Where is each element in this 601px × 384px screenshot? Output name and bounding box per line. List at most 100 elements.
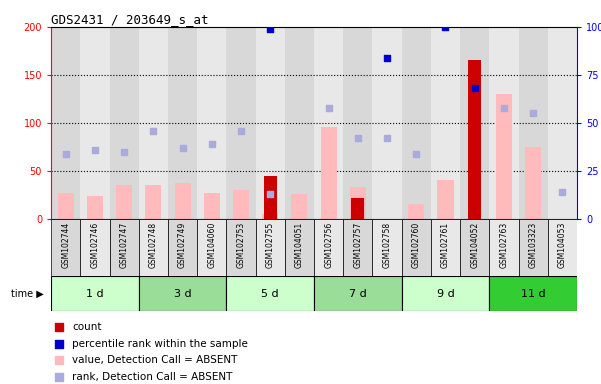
Bar	[343, 27, 373, 219]
Point	[90, 147, 100, 153]
Point	[266, 191, 275, 197]
Bar	[174, 184, 191, 219]
Text: percentile rank within the sample: percentile rank within the sample	[72, 339, 248, 349]
Bar	[81, 27, 109, 219]
Text: 7 d: 7 d	[349, 289, 367, 299]
Bar	[320, 127, 337, 219]
Point	[528, 110, 538, 116]
Text: count: count	[72, 322, 102, 332]
Bar	[401, 27, 431, 219]
FancyBboxPatch shape	[343, 219, 373, 276]
Bar	[489, 27, 519, 219]
Text: GSM102746: GSM102746	[90, 222, 99, 268]
Bar	[227, 27, 255, 219]
FancyBboxPatch shape	[314, 219, 343, 276]
Text: GSM102755: GSM102755	[266, 222, 275, 268]
Point	[382, 55, 392, 61]
Bar	[408, 204, 424, 219]
FancyBboxPatch shape	[489, 219, 519, 276]
FancyBboxPatch shape	[314, 276, 401, 311]
Text: GSM104060: GSM104060	[207, 222, 216, 268]
Bar	[87, 196, 103, 219]
Bar	[314, 27, 343, 219]
Text: GSM102749: GSM102749	[178, 222, 187, 268]
FancyBboxPatch shape	[51, 276, 139, 311]
FancyBboxPatch shape	[548, 219, 577, 276]
Bar	[468, 61, 481, 219]
Bar	[460, 27, 489, 219]
Bar	[438, 180, 454, 219]
FancyBboxPatch shape	[168, 219, 197, 276]
Text: GSM103323: GSM103323	[529, 222, 538, 268]
Text: 5 d: 5 d	[261, 289, 279, 299]
FancyBboxPatch shape	[519, 219, 548, 276]
FancyBboxPatch shape	[255, 219, 285, 276]
FancyBboxPatch shape	[139, 276, 227, 311]
Point	[236, 127, 246, 134]
Bar	[204, 193, 220, 219]
Bar	[519, 27, 548, 219]
FancyBboxPatch shape	[139, 219, 168, 276]
Point	[266, 26, 275, 32]
Text: rank, Detection Call = ABSENT: rank, Detection Call = ABSENT	[72, 372, 233, 382]
Bar	[116, 185, 132, 219]
Point	[382, 135, 392, 141]
Point	[381, 283, 391, 290]
Bar	[548, 27, 577, 219]
Bar	[197, 27, 227, 219]
Point	[499, 104, 508, 111]
Bar	[51, 27, 81, 219]
Text: 3 d: 3 d	[174, 289, 191, 299]
Point	[178, 145, 188, 151]
Point	[148, 127, 158, 134]
FancyBboxPatch shape	[431, 219, 460, 276]
FancyBboxPatch shape	[109, 219, 139, 276]
Text: GSM102763: GSM102763	[499, 222, 508, 268]
Text: GSM102757: GSM102757	[353, 222, 362, 268]
FancyBboxPatch shape	[81, 219, 109, 276]
Text: 9 d: 9 d	[436, 289, 454, 299]
Text: GSM102744: GSM102744	[61, 222, 70, 268]
Bar	[168, 27, 197, 219]
Text: GSM102760: GSM102760	[412, 222, 421, 268]
Point	[441, 24, 450, 30]
Bar	[233, 190, 249, 219]
Text: GSM102761: GSM102761	[441, 222, 450, 268]
FancyBboxPatch shape	[51, 219, 81, 276]
Text: GDS2431 / 203649_s_at: GDS2431 / 203649_s_at	[51, 13, 209, 26]
Bar	[139, 27, 168, 219]
Bar	[525, 147, 541, 219]
FancyBboxPatch shape	[227, 219, 255, 276]
Bar	[145, 185, 162, 219]
Text: GSM104052: GSM104052	[470, 222, 479, 268]
Text: GSM102753: GSM102753	[236, 222, 245, 268]
Text: time ▶: time ▶	[11, 289, 43, 299]
Bar	[109, 27, 139, 219]
Point	[470, 85, 480, 91]
Text: GSM102748: GSM102748	[149, 222, 158, 268]
Bar	[58, 193, 74, 219]
Text: 11 d: 11 d	[521, 289, 546, 299]
Point	[353, 135, 362, 141]
FancyBboxPatch shape	[373, 219, 401, 276]
Bar	[262, 214, 278, 219]
Text: GSM102747: GSM102747	[120, 222, 129, 268]
Bar	[496, 94, 512, 219]
Text: GSM102758: GSM102758	[383, 222, 392, 268]
FancyBboxPatch shape	[197, 219, 227, 276]
Bar	[351, 198, 364, 219]
Bar	[264, 176, 277, 219]
Bar	[255, 27, 285, 219]
FancyBboxPatch shape	[401, 219, 431, 276]
Point	[324, 104, 334, 111]
Text: 1 d: 1 d	[86, 289, 104, 299]
Bar	[285, 27, 314, 219]
FancyBboxPatch shape	[460, 219, 489, 276]
Bar	[291, 194, 308, 219]
FancyBboxPatch shape	[227, 276, 314, 311]
Point	[381, 133, 391, 139]
Bar	[350, 187, 366, 219]
Point	[207, 141, 216, 147]
FancyBboxPatch shape	[401, 276, 489, 311]
Point	[558, 189, 567, 195]
